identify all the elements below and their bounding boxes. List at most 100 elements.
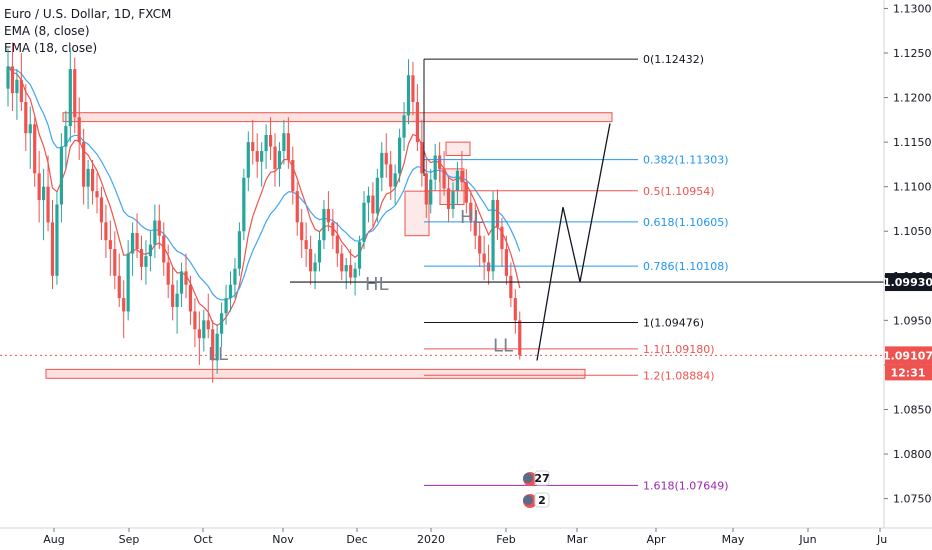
candle-body (42, 186, 46, 201)
candle-body (37, 173, 41, 201)
price-tick-label: 1.07500 (893, 493, 932, 506)
projection-path[interactable] (536, 123, 611, 361)
chart-legend: Euro / U.S. Dollar, 1D, FXCM EMA (8, clo… (4, 6, 171, 57)
time-tick-label: Feb (496, 533, 515, 546)
candle-body (268, 135, 273, 147)
candle-body (162, 235, 166, 263)
time-tick-label: May (722, 533, 745, 546)
candle-body (108, 240, 112, 250)
candle-body (251, 142, 255, 152)
candle-body (220, 313, 224, 334)
candle-body (495, 200, 500, 227)
price-tick-label: 1.09500 (893, 314, 932, 327)
event-badge[interactable]: 27 (523, 470, 550, 486)
candle-body (59, 146, 63, 205)
candle-body (326, 208, 330, 223)
price-tick-label: 1.13000 (893, 2, 932, 15)
candle-body (322, 208, 326, 241)
candle-body (313, 262, 317, 272)
resistance-zone[interactable] (62, 112, 613, 123)
candle-body (260, 151, 264, 162)
candle-body (157, 220, 161, 236)
support-zone[interactable] (45, 368, 586, 379)
current-price-tag: 1.09107 (883, 349, 932, 362)
candle-body (277, 151, 282, 169)
time-tick-label: Oct (193, 533, 213, 546)
candle-body (73, 69, 77, 118)
price-tick-label: 1.10500 (893, 225, 932, 238)
candle-body (50, 222, 55, 276)
time-tick-label: Dec (346, 533, 367, 546)
annotation-label[interactable]: LL (493, 335, 513, 356)
candle-body (95, 191, 99, 198)
candle-body (28, 124, 32, 134)
time-axis[interactable]: Aug Sep Oct Nov Dec 2020 Feb Mar Apr May Jun Ju (0, 527, 932, 546)
candles-layer (6, 42, 522, 383)
candle-body (460, 170, 464, 183)
candle-body (193, 311, 197, 330)
candle-body (33, 124, 37, 174)
fib-level-label: 0(1.12432) (643, 53, 704, 66)
candle-body (291, 159, 295, 192)
candle-body (478, 235, 482, 254)
candle-body (371, 195, 375, 214)
candle-body (438, 155, 442, 169)
candle-body (197, 329, 201, 339)
candle-body (15, 79, 19, 94)
candle-body (349, 265, 353, 278)
price-tick-label: 1.11000 (893, 181, 932, 194)
candle-body (366, 195, 371, 203)
event-badge[interactable]: 2 (523, 492, 550, 508)
price-axis[interactable]: 1.13000 1.12500 1.12000 1.11500 1.11000 1.105… (883, 0, 932, 528)
candle-body (24, 102, 28, 134)
fib-level-label: 1(1.09476) (643, 316, 704, 329)
horizontal-line-price-tag: 1.09930 (883, 276, 932, 289)
pivot-box[interactable] (445, 141, 471, 156)
fib-extension[interactable]: 0(1.12432) 0.382(1.11303) 0.5(1.10954) 0.61… (423, 53, 729, 492)
candle-body (64, 126, 68, 147)
flag-icon (523, 473, 533, 483)
annotation-label[interactable]: HL (365, 274, 389, 295)
candle-body (500, 226, 504, 250)
annotation-label[interactable]: HL (460, 207, 484, 228)
price-tick-label: 1.12500 (893, 47, 932, 60)
candle-body (309, 249, 313, 272)
candle-body (171, 284, 175, 307)
candle-body (10, 66, 15, 94)
price-tick-label: 1.11500 (893, 136, 932, 149)
fib-level-label: 0.786(1.10108) (643, 260, 729, 273)
time-tick-label: Sep (119, 533, 140, 546)
candle-body (504, 249, 508, 276)
drawings-layer[interactable]: LL HL HL LL 27 2 (0, 123, 884, 508)
candle-body (482, 253, 486, 263)
candle-body (148, 244, 152, 257)
time-tick-label: Mar (567, 533, 588, 546)
candle-body (77, 117, 81, 143)
candle-body (344, 265, 348, 272)
fib-level-label: 1.618(1.07649) (643, 479, 729, 492)
candle-body (188, 284, 193, 312)
candle-body (473, 220, 477, 236)
candle-body (82, 142, 86, 187)
candle-body (211, 329, 215, 361)
candle-body (99, 197, 104, 223)
event-badge-count: 27 (534, 472, 549, 485)
annotation-label[interactable]: LL (208, 344, 228, 365)
candle-body (402, 115, 406, 138)
candle-body (246, 142, 250, 178)
candle-body (415, 102, 419, 143)
symbol-title: Euro / U.S. Dollar, 1D, FXCM (4, 7, 172, 21)
candle-body (135, 233, 139, 250)
candle-body (273, 146, 277, 169)
candle-body (357, 241, 362, 269)
candle-body (286, 133, 290, 160)
candle-body (144, 256, 148, 267)
candle-body (86, 168, 90, 187)
horizontal-line-price-tag-bg (885, 273, 932, 292)
candle-body (264, 135, 268, 152)
time-tick-label: Jun (798, 533, 816, 546)
candle-body (429, 179, 433, 205)
candle-body (304, 240, 308, 250)
candle-body (300, 222, 304, 241)
